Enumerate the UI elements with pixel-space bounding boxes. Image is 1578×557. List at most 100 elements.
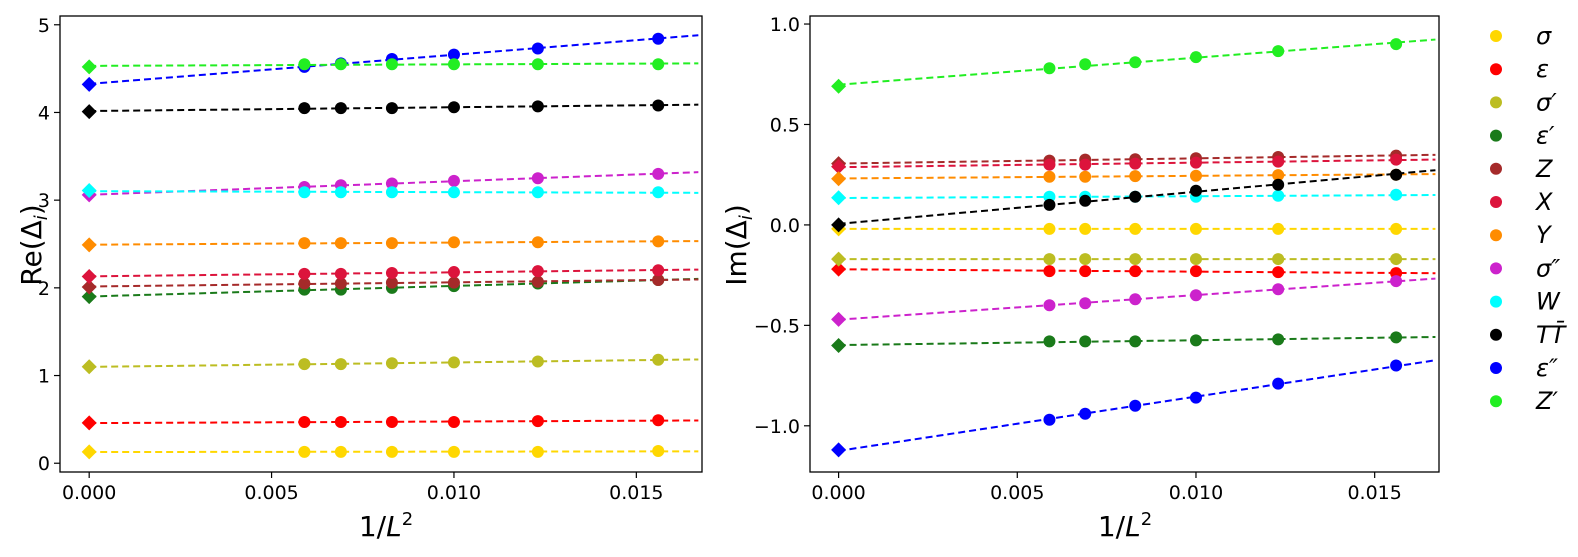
im-y-axis-label: Im(Δi)	[720, 204, 757, 286]
im-data-point	[1043, 299, 1056, 312]
re-data-point	[298, 277, 311, 290]
im-extrapolated-point	[831, 217, 847, 233]
im-data-point	[1189, 51, 1202, 64]
im-data-point	[1272, 169, 1285, 182]
re-data-point	[531, 100, 544, 113]
re-extrapolated-point	[81, 444, 97, 460]
im-data-point	[1079, 253, 1092, 266]
re-data-point	[531, 355, 544, 368]
re-fit-line	[89, 62, 699, 67]
re-data-point	[531, 415, 544, 428]
re-x-tick-label: 0.010	[427, 482, 481, 504]
im-data-point	[1079, 222, 1092, 235]
im-x-tick-label: 0.015	[1347, 482, 1401, 504]
re-data-point	[385, 416, 398, 429]
im-data-point	[1079, 407, 1092, 420]
re-x-tick-label: 0.015	[609, 482, 663, 504]
re-data-point	[334, 58, 347, 71]
re-data-point	[334, 445, 347, 458]
re-data-point	[652, 235, 665, 248]
im-data-point	[1043, 222, 1056, 235]
re-data-point	[447, 186, 460, 199]
im-x-tick-label: 0.000	[811, 482, 865, 504]
im-data-point	[1129, 399, 1142, 412]
legend-marker	[1490, 162, 1502, 175]
re-extrapolated-point	[81, 279, 97, 295]
re-data-point	[298, 58, 311, 71]
im-extrapolated-point	[831, 159, 847, 175]
legend-label: TT̄	[1536, 319, 1568, 348]
re-data-point	[531, 42, 544, 55]
re-x-tick-label: 0.000	[62, 482, 116, 504]
im-data-point	[1129, 190, 1142, 203]
re-data-point	[652, 353, 665, 366]
legend-label: ε′	[1536, 122, 1555, 150]
legend-marker	[1490, 362, 1502, 374]
re-data-point	[447, 58, 460, 71]
re-data-point	[298, 445, 311, 458]
re-y-tick-label: 3	[38, 190, 50, 212]
re-data-point	[447, 48, 460, 61]
re-data-point	[385, 357, 398, 370]
im-data-point	[1043, 253, 1056, 266]
re-data-point	[652, 264, 665, 277]
legend-label: σ	[1536, 22, 1552, 50]
im-data-point	[1189, 156, 1202, 169]
legend-label: σ″	[1536, 254, 1560, 282]
im-data-point	[1272, 155, 1285, 168]
im-data-point	[1390, 188, 1403, 201]
im-data-point	[1079, 58, 1092, 71]
re-data-point	[334, 102, 347, 115]
re-data-point	[385, 237, 398, 250]
re-extrapolated-point	[81, 268, 97, 284]
re-fit-line	[89, 450, 699, 454]
re-fit-line	[89, 277, 699, 298]
im-data-point	[1129, 293, 1142, 306]
re-extrapolated-point	[81, 289, 97, 305]
re-data-point	[334, 186, 347, 199]
im-extrapolated-point	[831, 78, 847, 94]
im-data-point	[1189, 265, 1202, 278]
re-data-point	[447, 174, 460, 187]
legend-marker	[1490, 295, 1502, 308]
im-data-point	[1390, 331, 1403, 344]
re-y-tick-label: 2	[38, 278, 50, 300]
re-data-point	[531, 58, 544, 71]
re-data-point	[298, 416, 311, 429]
re-data-point	[298, 358, 311, 371]
im-data-point	[1129, 265, 1142, 278]
re-data-point	[334, 358, 347, 371]
re-extrapolated-point	[81, 104, 97, 120]
im-data-point	[1390, 359, 1403, 372]
re-data-point	[531, 236, 544, 249]
legend-label: X	[1534, 188, 1553, 216]
im-x-axis-label: 1/L2	[1098, 509, 1152, 543]
re-data-point	[652, 444, 665, 457]
im-marks	[831, 38, 1436, 458]
re-data-point	[531, 265, 544, 278]
re-extrapolated-point	[81, 237, 97, 253]
im-data-point	[1043, 413, 1056, 426]
im-data-point	[1189, 253, 1202, 266]
re-data-point	[298, 186, 311, 199]
re-data-point	[447, 356, 460, 369]
im-extrapolated-point	[831, 442, 847, 458]
legend-marker	[1490, 395, 1502, 408]
re-extrapolated-point	[81, 359, 97, 375]
im-data-point	[1043, 198, 1056, 211]
im-data-point	[1129, 335, 1142, 348]
re-delta-panel: 0.000 0.005 0.010 0.015 0 1 2 3 4 5 1/L2 Re(Δi)	[15, 15, 703, 543]
im-data-point	[1189, 169, 1202, 182]
im-extrapolated-point	[831, 337, 847, 353]
re-y-tick-label: 1	[38, 366, 50, 388]
im-data-point	[1189, 184, 1202, 197]
re-data-point	[298, 102, 311, 115]
im-data-point	[1129, 253, 1142, 266]
im-data-point	[1272, 178, 1285, 191]
re-fit-line	[89, 240, 699, 246]
re-y-axis-label: Re(Δi)	[15, 204, 52, 285]
im-extrapolated-point	[831, 251, 847, 267]
re-fit-line	[89, 103, 699, 113]
im-data-point	[1043, 265, 1056, 278]
